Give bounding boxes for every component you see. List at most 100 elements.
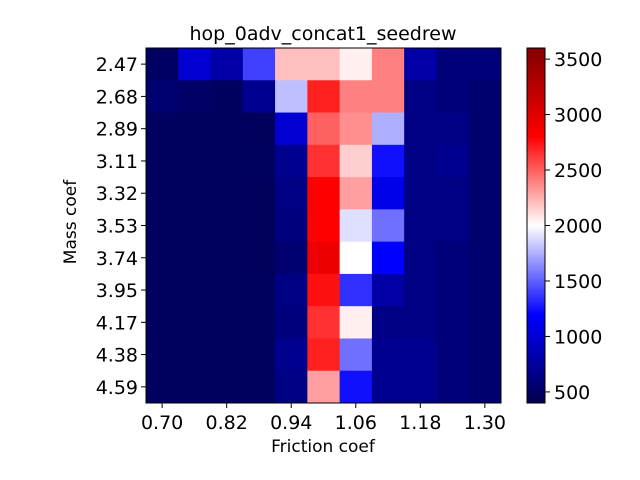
heatmap-cell <box>404 370 437 404</box>
heatmap-cell <box>275 48 308 81</box>
heatmap-cell <box>307 144 341 178</box>
x-axis-label: Friction coef <box>271 437 376 457</box>
colorbar-tick-label: 3500 <box>554 49 602 71</box>
heatmap-cell <box>242 48 276 81</box>
y-tick-label: 2.89 <box>96 119 138 141</box>
heatmap-cell <box>339 338 373 372</box>
heatmap-cell <box>210 48 244 81</box>
x-tick-label: 1.06 <box>335 412 377 434</box>
x-tick-label: 0.82 <box>206 412 248 434</box>
colorbar-axis: 500 1000 1500 2000 2500 3000 3500 <box>545 49 602 404</box>
heatmap-cell <box>307 273 341 307</box>
heatmap-cell <box>468 177 502 210</box>
y-tick-label: 3.11 <box>96 151 138 173</box>
heatmap-cell <box>275 338 308 372</box>
heatmap-cell <box>339 177 373 210</box>
heatmap-cell <box>371 370 405 404</box>
y-tick-label: 2.68 <box>96 86 138 108</box>
heatmap-cell <box>146 144 179 178</box>
heatmap-cell <box>468 273 502 307</box>
heatmap-cell <box>468 241 502 275</box>
heatmap-cell <box>178 306 211 339</box>
heatmap-cell <box>468 209 502 243</box>
colorbar-tick-label: 1500 <box>554 271 602 293</box>
heatmap-cell <box>339 273 373 307</box>
heatmap-cell <box>307 338 341 372</box>
x-tick-label: 1.18 <box>399 412 441 434</box>
heatmap-cell <box>307 209 341 243</box>
heatmap-cell <box>146 48 179 81</box>
heatmap-cell <box>307 241 341 275</box>
heatmap-cell <box>275 177 308 210</box>
heatmap-cell <box>404 241 437 275</box>
heatmap-cell <box>468 306 502 339</box>
y-axis-label: Mass coef <box>61 179 81 264</box>
heatmap-cell <box>242 209 276 243</box>
heatmap-cell <box>339 370 373 404</box>
heatmap-cell <box>210 241 244 275</box>
heatmap-cell <box>404 338 437 372</box>
heatmap-cell <box>436 370 470 404</box>
heatmap-cell <box>339 241 373 275</box>
heatmap-cell <box>210 144 244 178</box>
heatmap-cell <box>339 48 373 81</box>
y-tick-label: 4.38 <box>96 345 138 367</box>
heatmap-cell <box>371 306 405 339</box>
y-tick-label: 3.95 <box>96 280 138 302</box>
y-tick-label: 3.53 <box>96 216 138 238</box>
heatmap-cell <box>404 80 437 113</box>
heatmap-cell <box>371 209 405 243</box>
heatmap-cell <box>468 144 502 178</box>
heatmap-cell <box>178 273 211 307</box>
heatmap-cell <box>307 48 341 81</box>
colorbar-tick-label: 2000 <box>554 216 602 238</box>
heatmap-cell <box>307 177 341 210</box>
y-tick-label: 4.59 <box>96 377 138 399</box>
heatmap-cell <box>242 112 276 146</box>
heatmap-cell <box>404 112 437 146</box>
heatmap-cell <box>468 338 502 372</box>
heatmap-cell <box>146 241 179 275</box>
heatmap-cell <box>178 112 211 146</box>
heatmap-cell <box>210 306 244 339</box>
heatmap-cell <box>242 273 276 307</box>
heatmap-cell <box>436 80 470 113</box>
y-tick-label: 2.47 <box>96 54 138 76</box>
heatmap-cell <box>275 144 308 178</box>
heatmap-cell <box>339 80 373 113</box>
heatmap-cell <box>468 48 502 81</box>
heatmap-cell <box>242 177 276 210</box>
heatmap-cell <box>339 306 373 339</box>
heatmap-cell <box>146 177 179 210</box>
x-tick-label: 0.94 <box>270 412 312 434</box>
heatmap-cell <box>404 177 437 210</box>
colorbar-tick-label: 1000 <box>554 326 602 348</box>
heatmap-cell <box>275 241 308 275</box>
heatmap-cell <box>275 370 308 404</box>
heatmap-cell <box>468 80 502 113</box>
heatmap-cell <box>210 338 244 372</box>
heatmap-cell <box>307 112 341 146</box>
heatmap-cell <box>178 241 211 275</box>
heatmap-cell <box>275 306 308 339</box>
colorbar-tick-label: 3000 <box>554 105 602 127</box>
heatmap-cell <box>436 209 470 243</box>
heatmap-cell <box>436 144 470 178</box>
heatmap-cell <box>178 177 211 210</box>
y-axis: 2.47 2.68 2.89 3.11 3.32 3.53 3.74 3.95 4.17 4.38… <box>96 54 146 399</box>
heatmap-cell <box>404 48 437 81</box>
heatmap-cell <box>210 209 244 243</box>
heatmap-cell <box>436 241 470 275</box>
heatmap-cell <box>371 112 405 146</box>
chart-title: hop_0adv_concat1_seedrew <box>190 23 457 45</box>
heatmap-cell <box>242 80 276 113</box>
heatmap-cell <box>242 370 276 404</box>
colorbar-tick-label: 500 <box>554 382 590 404</box>
heatmap-cell <box>210 112 244 146</box>
heatmap-cell <box>404 306 437 339</box>
heatmap-cell <box>436 177 470 210</box>
heatmap-cell <box>275 80 308 113</box>
y-tick-label: 3.74 <box>96 248 138 270</box>
heatmap-cell <box>371 144 405 178</box>
